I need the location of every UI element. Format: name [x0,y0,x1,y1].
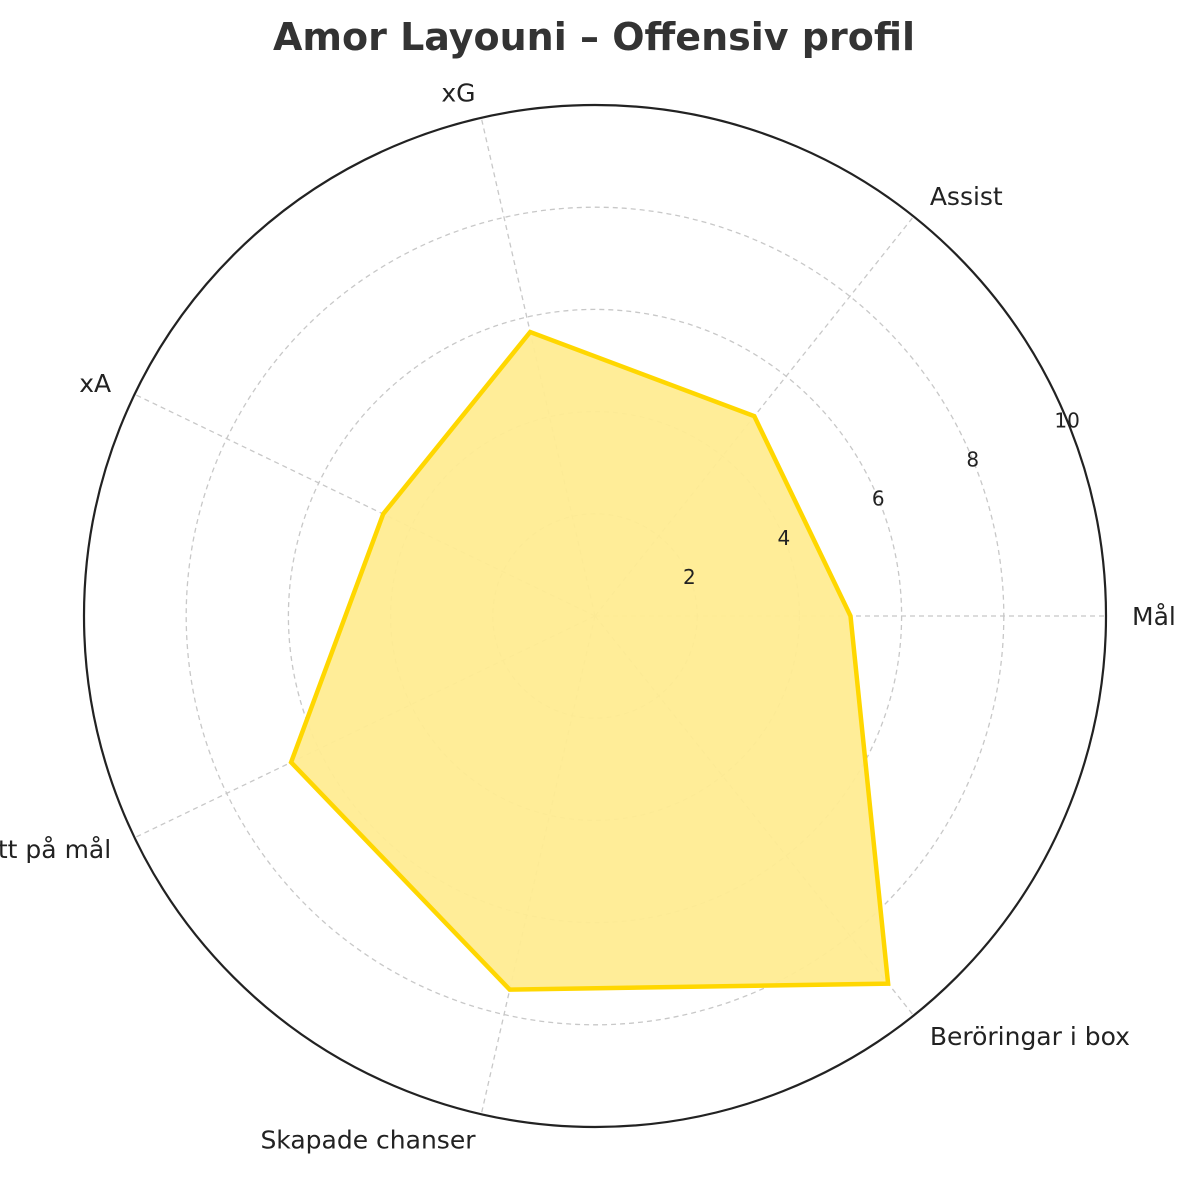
category-label: xG [441,78,475,107]
r-tick-label: 8 [966,448,979,472]
series-line [288,329,891,992]
category-label: Mål [1132,602,1176,631]
r-tick-label: 6 [872,487,885,511]
category-label: Skott på mål [0,835,111,864]
category-label: Skapade chanser [260,1126,476,1155]
outer-ring [82,103,1108,1129]
category-label: Beröringar i box [930,1022,1130,1051]
series-area [291,332,889,990]
labels: 2 4 6 8 10 Mål Assist xG xA Skott på mål Skapade c… [0,78,1176,1154]
r-tick-label: 4 [777,526,790,550]
data-layer [288,329,891,992]
chart-title: Amor Layouni – Offensiv profil [273,15,915,59]
category-label: Assist [930,182,1003,211]
category-label: xA [79,369,111,398]
r-tick-label: 10 [1054,408,1079,432]
r-tick-label: 2 [683,565,696,589]
